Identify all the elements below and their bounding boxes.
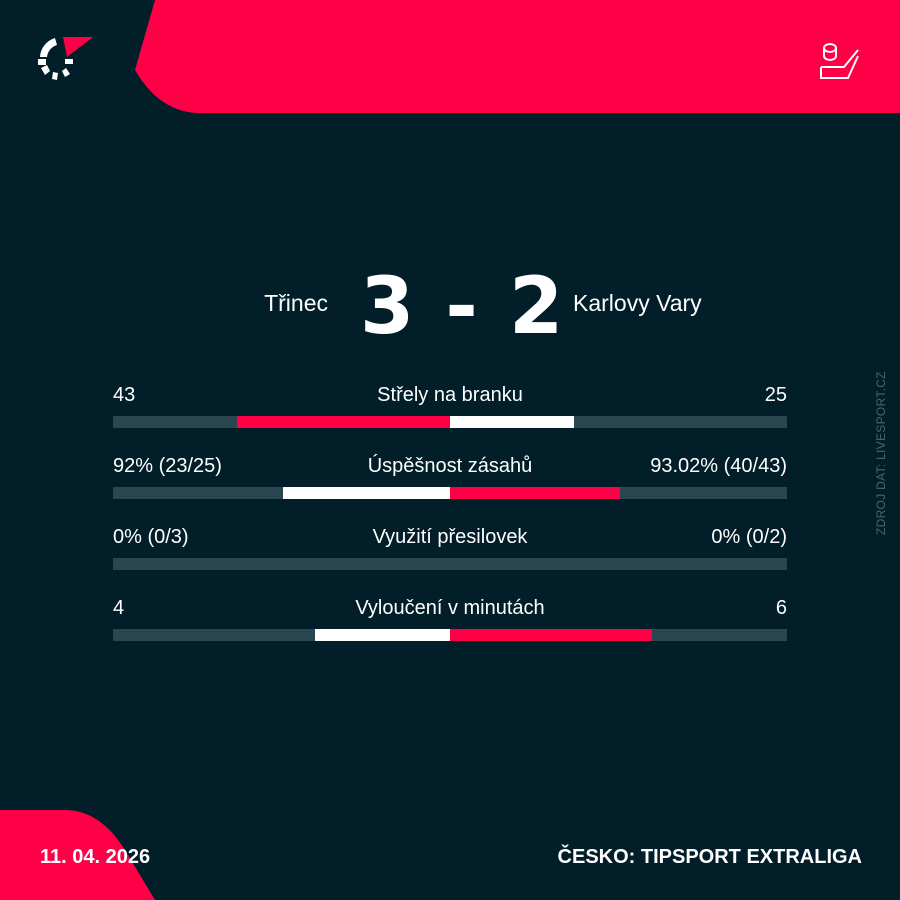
stat-row: 92% (23/25) Úspěšnost zásahů 93.02% (40/… (113, 455, 787, 505)
scoreboard: Třinec 3 - 2 Karlovy Vary (0, 262, 900, 352)
stat-name: Využití přesilovek (372, 526, 528, 548)
top-accent-shape (135, 0, 900, 113)
stat-name: Střely na branku (377, 384, 523, 406)
hockey-icon (820, 43, 859, 79)
home-value: 4 (113, 597, 125, 619)
home-value: 43 (113, 384, 136, 406)
data-source: ZDROJ DAT: LIVESPORT.CZ (874, 371, 888, 535)
stat-row: 4 Vyloučení v minutách 6 (113, 597, 787, 647)
away-value: 6 (775, 597, 787, 619)
stat-bar-track (113, 558, 787, 570)
stat-bar-track (113, 629, 787, 641)
away-value: 25 (764, 384, 787, 406)
home-bar (282, 487, 450, 499)
away-value: 93.02% (40/43) (650, 455, 787, 477)
stat-name: Vyloučení v minutách (355, 597, 545, 619)
away-value: 0% (0/2) (711, 526, 787, 548)
home-bar (237, 416, 450, 428)
home-value: 92% (23/25) (113, 455, 222, 477)
match-date: 11. 04. 2026 (40, 846, 151, 868)
away-team-name: Karlovy Vary (573, 290, 702, 316)
league-name: ČESKO: TIPSPORT EXTRALIGA (557, 846, 862, 868)
away-bar (450, 416, 575, 428)
stat-bar-track (113, 416, 787, 428)
stat-name: Úspěšnost zásahů (367, 455, 533, 477)
stat-row: 43 Střely na branku 25 (113, 384, 787, 434)
away-bar (450, 487, 620, 499)
score: 3 - 2 (360, 262, 566, 352)
away-bar (450, 629, 653, 641)
stat-bar-track (113, 487, 787, 499)
home-value: 0% (0/3) (113, 526, 189, 548)
home-team-name: Třinec (264, 290, 328, 316)
flashscore-logo (38, 37, 93, 80)
home-bar (315, 629, 450, 641)
stat-row: 0% (0/3) Využití přesilovek 0% (0/2) (113, 526, 787, 576)
bottom-accent-shape (0, 810, 155, 900)
